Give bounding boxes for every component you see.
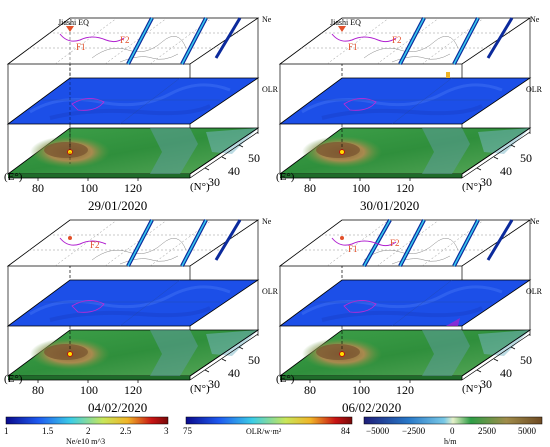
fault-label-f1: F1 xyxy=(348,244,358,254)
lon-unit-label: (E°) xyxy=(276,373,295,385)
panel-date: 29/01/2020 xyxy=(88,198,147,213)
panel-date: 30/01/2020 xyxy=(360,198,419,213)
lon-tick-label: 120 xyxy=(124,383,142,397)
layer-label-ne: Ne xyxy=(530,217,540,226)
fault-label-f1: F1 xyxy=(76,42,86,52)
fault-label-f1: F1 xyxy=(348,42,358,52)
lon-tick-label: 80 xyxy=(32,181,44,195)
lat-tick-label: 40 xyxy=(500,366,512,380)
lon-tick-label: 80 xyxy=(304,383,316,397)
lat-tick-label: 30 xyxy=(480,175,492,189)
lon-unit-label: (E°) xyxy=(4,171,23,183)
lon-tick-label: 80 xyxy=(32,383,44,397)
lat-tick-label: 30 xyxy=(480,377,492,391)
colorbar-tick: 2500 xyxy=(478,426,497,436)
colorbar-label: OLR/w·m² xyxy=(246,427,282,436)
lat-tick-label: 50 xyxy=(248,353,260,367)
lon-tick-label: 100 xyxy=(352,181,370,195)
lat-unit-label: (N°) xyxy=(190,181,210,193)
lon-tick-label: 80 xyxy=(304,181,316,195)
colorbar-tick: −2500 xyxy=(402,426,426,436)
epicenter-label: Jiashi EQ xyxy=(58,18,89,27)
lon-tick-label: 100 xyxy=(352,383,370,397)
lat-tick-label: 50 xyxy=(248,151,260,165)
lat-tick-label: 40 xyxy=(228,366,240,380)
colorbar-label: Ne/e10 m^3 xyxy=(66,437,105,446)
lon-tick-label: 120 xyxy=(396,383,414,397)
layer-label-ne: Ne xyxy=(262,15,272,24)
colorbar-tick: 2 xyxy=(86,426,91,436)
colorbar-tick: 5000 xyxy=(518,426,537,436)
colorbar-tick: 84 xyxy=(341,426,351,436)
layer-label-olr: OLR xyxy=(262,85,279,94)
fault-label-f2: F2 xyxy=(120,35,130,45)
layer-label-olr: OLR xyxy=(526,287,543,296)
colorbar-elevation: −5000 −2500 0 2500 5000 h/m xyxy=(363,416,543,446)
lon-tick-label: 100 xyxy=(80,181,98,195)
panel-29-01-2020: Jiashi EQ F1 F2 Ne OLR (E°) 80 100 120 (… xyxy=(4,15,279,213)
panel-date: 04/02/2020 xyxy=(88,400,147,415)
lat-tick-label: 50 xyxy=(520,151,532,165)
lat-tick-label: 40 xyxy=(228,164,240,178)
lon-tick-label: 120 xyxy=(396,181,414,195)
fault-label-f2: F2 xyxy=(390,238,400,248)
lat-tick-label: 30 xyxy=(208,377,220,391)
colorbar-olr: 75 84 OLR/w·m² xyxy=(183,416,353,436)
colorbar-tick: 0 xyxy=(450,426,455,436)
lat-tick-label: 50 xyxy=(520,353,532,367)
colorbar-tick: −5000 xyxy=(366,426,390,436)
lat-tick-label: 30 xyxy=(208,175,220,189)
colorbar-tick: 75 xyxy=(183,426,193,436)
fault-label-f2: F2 xyxy=(392,35,402,45)
panel-30-01-2020: Jiashi EQ F1 F2 Ne OLR (E°) 80 100 120 (… xyxy=(276,15,543,213)
panel-06-02-2020: F1 F2 Ne OLR (E°) 80 100 120 (N°) 30 40 … xyxy=(276,217,543,415)
lat-unit-label: (N°) xyxy=(462,383,482,395)
colorbar-label: h/m xyxy=(444,437,457,446)
layer-label-ne: Ne xyxy=(530,15,540,24)
layer-label-ne: Ne xyxy=(262,217,272,226)
layer-label-olr: OLR xyxy=(526,85,543,94)
lon-unit-label: (E°) xyxy=(4,373,23,385)
lat-tick-label: 40 xyxy=(500,164,512,178)
lon-tick-label: 100 xyxy=(80,383,98,397)
epicenter-label: Jiashi EQ xyxy=(330,18,361,27)
colorbar-tick: 2.5 xyxy=(120,426,132,436)
panel-date: 06/02/2020 xyxy=(342,400,401,415)
fault-label-f2: F2 xyxy=(90,240,100,250)
lat-unit-label: (N°) xyxy=(462,181,482,193)
lat-unit-label: (N°) xyxy=(190,383,210,395)
layer-label-olr: OLR xyxy=(262,287,279,296)
colorbar-tick: 1 xyxy=(4,426,9,436)
colorbar-tick: 1.5 xyxy=(42,426,54,436)
panel-04-02-2020: F2 Ne OLR (E°) 80 100 120 (N°) 30 40 50 … xyxy=(4,217,279,415)
colorbar-ne: 1 1.5 2 2.5 3 Ne/e10 m^3 xyxy=(4,416,169,446)
lon-tick-label: 120 xyxy=(124,181,142,195)
lon-unit-label: (E°) xyxy=(276,171,295,183)
colorbar-tick: 3 xyxy=(164,426,169,436)
